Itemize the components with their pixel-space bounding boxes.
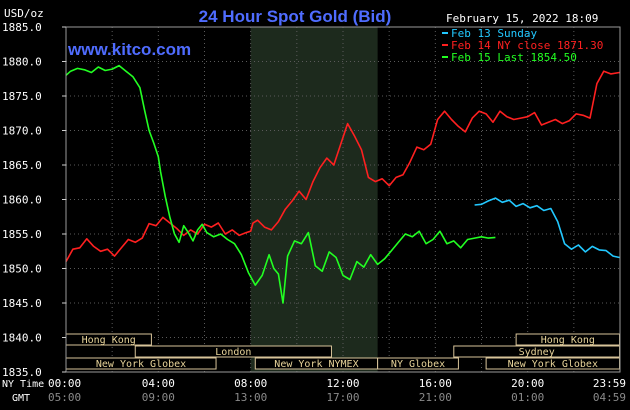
x-tick-label-gmt: 21:00: [419, 391, 452, 404]
series-line-2: [65, 70, 620, 262]
session-label: London: [215, 347, 251, 358]
y-tick-label: 1860.0: [2, 194, 42, 207]
x-tick-label-gmt: 17:00: [326, 391, 359, 404]
price-series: [65, 64, 620, 304]
x-tick-label-ny: 23:59: [593, 377, 626, 390]
y-tick-label: 1845.0: [2, 297, 42, 310]
y-tick-label: 1865.0: [2, 159, 42, 172]
y-axis-label: USD/oz: [4, 7, 44, 20]
gmt-label: GMT: [12, 393, 30, 404]
session-label: Hong Kong: [82, 335, 136, 346]
session-label: NY Globex: [391, 359, 445, 370]
y-tick-label: 1850.0: [2, 263, 42, 276]
session-label: Sydney: [519, 347, 555, 358]
x-tick-label-gmt: 04:59: [593, 391, 626, 404]
y-tick-label: 1840.0: [2, 332, 42, 345]
y-tick-label: 1855.0: [2, 228, 42, 241]
x-tick-label-ny: 12:00: [326, 377, 359, 390]
x-tick-label-ny: 04:00: [142, 377, 175, 390]
x-tick-label-ny: 08:00: [234, 377, 267, 390]
session-label: New York Globex: [96, 359, 186, 370]
chart-title: 24 Hour Spot Gold (Bid): [199, 7, 392, 26]
legend-entry: Feb 14 NY close 1871.30: [451, 39, 603, 52]
x-tick-label-ny: 20:00: [511, 377, 544, 390]
timestamp: February 15, 2022 18:09: [446, 12, 598, 25]
x-tick-label-gmt: 09:00: [142, 391, 175, 404]
gridlines: [66, 27, 620, 372]
session-label: New York Globex: [508, 359, 598, 370]
x-tick-label-ny: 00:00: [48, 377, 81, 390]
ny-time-label: NY Time: [2, 379, 44, 390]
legend-entry: Feb 13 Sunday: [451, 27, 537, 40]
session-label: Hong Kong: [541, 335, 595, 346]
session-box: [377, 357, 459, 370]
legend-entry: Feb 15 Last 1854.50: [451, 51, 577, 64]
x-tick-label-gmt: 13:00: [234, 391, 267, 404]
y-tick-label: 1870.0: [2, 125, 42, 138]
y-tick-label: 1880.0: [2, 56, 42, 69]
x-tick-label-ny: 16:00: [419, 377, 452, 390]
series-line-3: [65, 64, 496, 304]
session-label: New York NYMEX: [274, 359, 358, 370]
y-tick-label: 1875.0: [2, 90, 42, 103]
x-tick-label-gmt: 01:00: [511, 391, 544, 404]
series-line-1: [474, 197, 620, 259]
y-tick-label: 1835.0: [2, 366, 42, 379]
axes: 1885.0 1880.0 1875.0 1870.0 1865.0 1860.0 1855…: [2, 21, 626, 404]
y-tick-label: 1885.0: [2, 21, 42, 34]
watermark: www.kitco.com: [67, 40, 191, 59]
session-box: [134, 345, 332, 358]
x-tick-label-gmt: 05:00: [48, 391, 81, 404]
